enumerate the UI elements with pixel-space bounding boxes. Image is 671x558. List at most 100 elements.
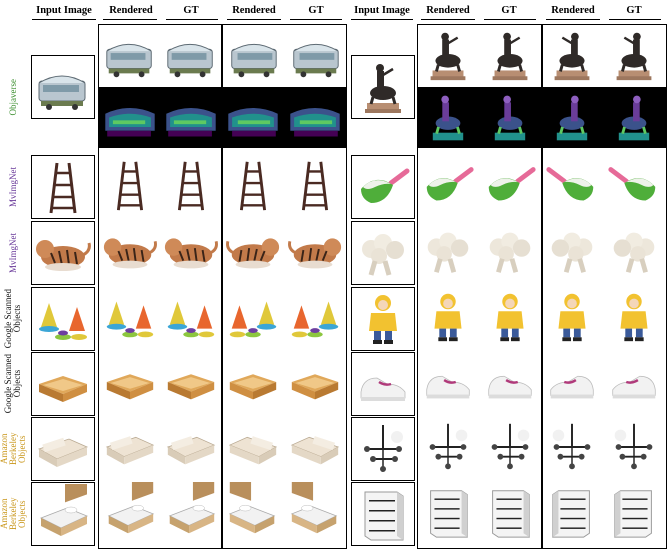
rendered-cauliflower bbox=[543, 221, 601, 281]
gt-popsicle bbox=[481, 155, 539, 215]
rendered-yellow-coat-doll bbox=[543, 287, 601, 347]
gt-ladder bbox=[162, 155, 220, 215]
header-underline bbox=[227, 19, 281, 21]
header-gt-1: GT bbox=[183, 5, 199, 16]
input-image-tiger bbox=[33, 223, 93, 283]
gt-ring-stacker-toy bbox=[162, 287, 220, 347]
gt-bed bbox=[162, 482, 220, 542]
depth-map-trolley-bus bbox=[162, 89, 220, 146]
rendered-centaur-statue bbox=[543, 26, 601, 84]
gt-pendant-lamp bbox=[605, 417, 663, 477]
header-gt-4: GT bbox=[626, 5, 642, 16]
input-image-frame bbox=[31, 352, 95, 416]
header-underline bbox=[32, 19, 96, 21]
input-image-ladder bbox=[33, 157, 93, 217]
header-underline bbox=[351, 19, 413, 21]
gt-tiger bbox=[286, 221, 344, 281]
input-image-frame bbox=[351, 482, 415, 546]
left-method-1-frame bbox=[98, 24, 222, 549]
rendered-tiger bbox=[101, 221, 159, 281]
right-method-2-frame bbox=[542, 24, 667, 549]
depth-map-centaur-statue bbox=[419, 89, 477, 146]
input-image-frame bbox=[31, 287, 95, 351]
rendered-ring-stacker-toy bbox=[224, 287, 282, 347]
row-label-text: Google Scanned Objects bbox=[3, 354, 22, 414]
gt-popsicle bbox=[605, 155, 663, 215]
gt-sneaker bbox=[481, 352, 539, 412]
header-input-image-right: Input Image bbox=[354, 5, 410, 16]
input-image-pendant-lamp bbox=[353, 419, 413, 479]
rendered-cauliflower bbox=[419, 221, 477, 281]
row-label: Google Scanned Objects bbox=[2, 352, 24, 416]
row-label-text: MvImgNet bbox=[7, 167, 18, 207]
row-label-text: Objaverse bbox=[7, 78, 18, 116]
header-underline bbox=[166, 19, 218, 21]
rendered-sofa bbox=[101, 417, 159, 477]
gt-pendant-lamp bbox=[481, 417, 539, 477]
depth-map-trolley-bus bbox=[286, 89, 344, 146]
depth-map-centaur-statue bbox=[543, 89, 601, 146]
gt-wooden-tray bbox=[286, 352, 344, 412]
left-method-2-frame bbox=[222, 24, 347, 549]
input-image-frame bbox=[351, 55, 415, 119]
row-label: Amazon Berkeley Objects bbox=[0, 417, 27, 481]
input-image-sofa bbox=[33, 419, 93, 479]
gt-centaur-statue bbox=[605, 26, 663, 84]
rendered-tiger bbox=[224, 221, 282, 281]
rendered-sneaker bbox=[543, 352, 601, 412]
depth-map-centaur-statue bbox=[481, 89, 539, 146]
depth-map-trolley-bus bbox=[101, 89, 159, 146]
input-image-frame bbox=[31, 55, 95, 119]
row-label-text: Amazon Berkeley Objects bbox=[0, 432, 27, 466]
rendered-white-dresser bbox=[419, 482, 477, 542]
header-input-image-left: Input Image bbox=[36, 5, 92, 16]
rendered-pendant-lamp bbox=[419, 417, 477, 477]
row-label-text: Google Scanned Objects bbox=[3, 289, 22, 349]
header-rendered-3: Rendered bbox=[426, 5, 470, 16]
row-label-text: Amazon Berkeley Objects bbox=[0, 497, 27, 531]
gt-tiger bbox=[162, 221, 220, 281]
rendered-sneaker bbox=[419, 352, 477, 412]
header-rendered-2: Rendered bbox=[232, 5, 276, 16]
rendered-white-dresser bbox=[543, 482, 601, 542]
row-label: Google Scanned Objects bbox=[2, 287, 24, 351]
gt-wooden-tray bbox=[162, 352, 220, 412]
rendered-trolley-bus bbox=[101, 26, 159, 84]
rendered-ladder bbox=[101, 155, 159, 215]
input-image-yellow-coat-doll bbox=[353, 289, 413, 349]
header-underline bbox=[484, 19, 536, 21]
rendered-trolley-bus bbox=[224, 26, 282, 84]
rendered-sofa bbox=[224, 417, 282, 477]
input-image-frame bbox=[31, 482, 95, 546]
rendered-popsicle bbox=[419, 155, 477, 215]
input-image-popsicle bbox=[353, 157, 413, 217]
depth-map-centaur-statue bbox=[605, 89, 663, 146]
rendered-wooden-tray bbox=[224, 352, 282, 412]
header-gt-2: GT bbox=[308, 5, 324, 16]
gt-trolley-bus bbox=[162, 26, 220, 84]
header-underline bbox=[103, 19, 157, 21]
input-image-frame bbox=[351, 287, 415, 351]
input-image-frame bbox=[351, 155, 415, 219]
rendered-ladder bbox=[224, 155, 282, 215]
gt-yellow-coat-doll bbox=[481, 287, 539, 347]
input-image-wooden-tray bbox=[33, 354, 93, 414]
header-underline bbox=[421, 19, 475, 21]
gt-white-dresser bbox=[605, 482, 663, 542]
row-label: MvImgNet bbox=[2, 155, 24, 219]
rendered-centaur-statue bbox=[419, 26, 477, 84]
rendered-bed bbox=[101, 482, 159, 542]
input-image-cauliflower bbox=[353, 223, 413, 283]
input-image-centaur-statue bbox=[353, 57, 413, 117]
input-image-white-dresser bbox=[353, 484, 413, 544]
gt-bed bbox=[286, 482, 344, 542]
gt-sneaker bbox=[605, 352, 663, 412]
gt-sofa bbox=[162, 417, 220, 477]
input-image-bed bbox=[33, 484, 93, 544]
right-method-1-frame bbox=[417, 24, 542, 549]
header-gt-3: GT bbox=[501, 5, 517, 16]
input-image-trolley-bus bbox=[33, 57, 93, 117]
header-underline bbox=[609, 19, 661, 21]
rendered-popsicle bbox=[543, 155, 601, 215]
gt-trolley-bus bbox=[286, 26, 344, 84]
